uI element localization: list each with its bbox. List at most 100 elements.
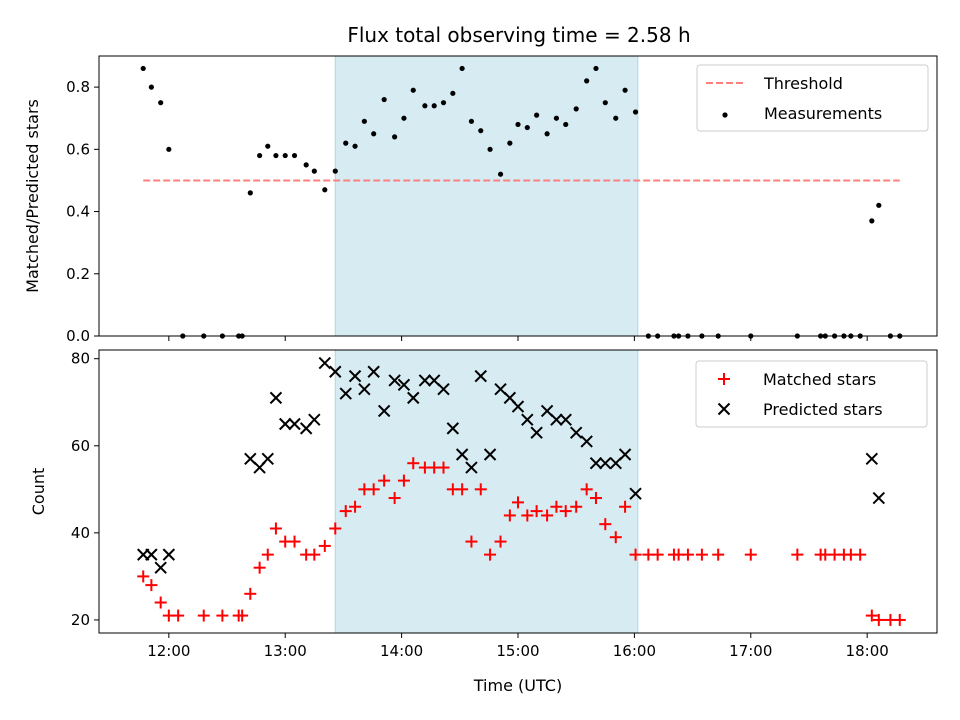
measurement-point <box>291 152 298 159</box>
ratio-y-ticks: 0.0 0.2 0.4 0.6 0.8 <box>66 78 99 345</box>
measurement-point <box>876 202 882 208</box>
count-legend: Matched stars Predicted stars <box>695 360 928 428</box>
legend-measurement-swatch <box>722 112 728 118</box>
predicted-star-point <box>269 391 283 405</box>
measurement-point <box>584 78 590 84</box>
measurement-point <box>573 106 579 112</box>
measurement-point <box>459 65 465 72</box>
predicted-star-point <box>377 404 391 418</box>
matched-star-point <box>465 535 478 548</box>
measurement-point <box>468 118 475 124</box>
matched-star-point <box>893 613 906 626</box>
predicted-star-point <box>521 413 534 426</box>
matched-star-point <box>550 500 563 513</box>
predicted-star-point <box>397 378 411 392</box>
time-x-axis-label: Time (UTC) <box>473 676 562 695</box>
measurement-point <box>410 87 416 93</box>
matched-star-point <box>712 548 725 561</box>
measurement-point <box>332 168 338 174</box>
y-tick-label: 0.6 <box>66 140 90 158</box>
measurement-point <box>361 118 367 124</box>
matched-star-point <box>629 548 642 561</box>
predicted-star-point <box>446 422 460 435</box>
predicted-star-point <box>145 548 158 561</box>
measurement-point <box>440 100 447 106</box>
x-tick-label: 12:00 <box>147 642 190 660</box>
measurement-point <box>515 121 521 128</box>
predicted-star-point <box>358 382 371 396</box>
matched-star-point <box>695 548 708 561</box>
predicted-star-point <box>288 417 301 431</box>
predicted-stars-points <box>137 356 886 574</box>
ratio-panel: 0.00.20.40.60.8 Matched/Predicted stars … <box>23 55 938 345</box>
measurement-point <box>257 152 263 159</box>
measurement-point <box>148 84 154 90</box>
measurement-point <box>401 115 407 121</box>
measurement-point <box>265 143 271 149</box>
predicted-star-point <box>865 452 879 466</box>
predicted-star-point <box>872 491 886 505</box>
ratio-legend: Threshold Measurements <box>696 64 929 132</box>
measurement-point <box>507 140 513 146</box>
legend-label: Matched stars <box>763 370 876 389</box>
x-tick-label: 14:00 <box>380 642 423 660</box>
y-tick-label: 80 <box>71 350 90 368</box>
x-tick-label: 16:00 <box>613 642 656 660</box>
measurement-point <box>563 121 569 128</box>
measurement-point <box>622 87 628 93</box>
predicted-star-point <box>437 382 450 396</box>
matched-star-point <box>854 548 867 561</box>
x-tick-label: 17:00 <box>729 642 772 660</box>
predicted-star-point <box>162 548 176 561</box>
measurement-point <box>431 103 437 109</box>
measurement-point <box>322 187 328 193</box>
measurement-point <box>371 131 377 137</box>
x-tick-label: 18:00 <box>846 642 889 660</box>
matched-star-point <box>541 509 554 522</box>
matched-star-point <box>137 570 150 583</box>
ratio-x-ticks <box>168 336 868 341</box>
legend-matched-swatch <box>718 373 730 385</box>
matched-star-point <box>216 609 229 622</box>
matched-star-point <box>145 579 158 592</box>
matched-star-point <box>378 474 391 487</box>
predicted-star-point <box>599 456 612 470</box>
legend-predicted-swatch <box>717 402 731 416</box>
measurement-point <box>602 100 608 106</box>
predicted-star-point <box>367 365 380 378</box>
predicted-star-point <box>339 387 352 400</box>
predicted-star-point <box>559 413 572 426</box>
y-tick-label: 0.4 <box>66 203 90 221</box>
ratio-y-axis-label: Matched/Predicted stars <box>23 99 42 293</box>
count-y-ticks: 20 40 60 80 <box>71 350 99 629</box>
measurement-point <box>593 65 599 72</box>
matched-star-point <box>512 496 524 509</box>
matched-star-point <box>651 548 664 561</box>
matched-star-point <box>236 609 249 622</box>
matched-star-point <box>339 505 352 518</box>
predicted-star-point <box>580 435 593 448</box>
predicted-star-point <box>261 452 274 466</box>
y-tick-label: 40 <box>71 524 90 542</box>
predicted-star-point <box>279 417 292 431</box>
measurement-point <box>553 115 560 121</box>
measurement-point <box>478 128 484 134</box>
predicted-star-point <box>455 448 469 461</box>
matched-star-point <box>253 561 266 574</box>
predicted-star-point <box>388 374 401 387</box>
matched-star-point <box>172 609 185 622</box>
predicted-star-point <box>329 365 342 378</box>
matched-star-point <box>329 522 342 535</box>
predicted-star-point <box>483 448 497 461</box>
predicted-star-point <box>569 426 583 439</box>
matched-star-point <box>503 509 516 522</box>
matched-star-point <box>580 483 593 496</box>
measurement-point <box>392 134 398 140</box>
count-plot-frame <box>98 349 938 634</box>
observing-window-span <box>334 349 639 634</box>
measurement-point <box>247 190 253 196</box>
y-tick-label: 20 <box>71 611 90 629</box>
legend-label: Measurements <box>764 104 882 123</box>
observing-window-span <box>334 55 639 337</box>
